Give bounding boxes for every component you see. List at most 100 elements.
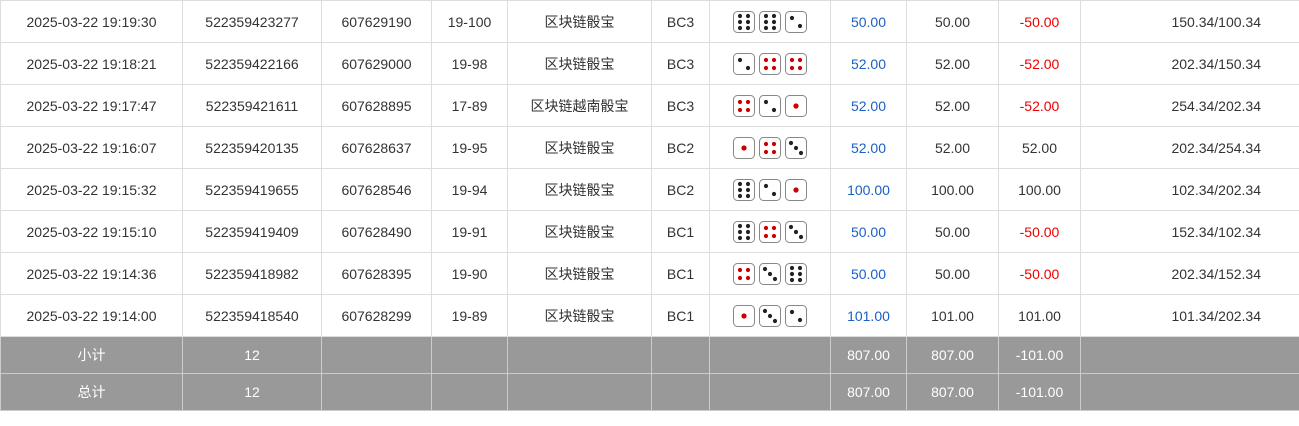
win-loss: -52.00	[998, 42, 1081, 85]
footer-label: 总计	[0, 373, 183, 411]
die	[733, 262, 755, 285]
pip	[745, 13, 751, 18]
empty-cell	[431, 336, 508, 374]
die	[785, 178, 807, 201]
pip	[789, 65, 795, 70]
table-code: BC2	[651, 126, 710, 169]
pip	[789, 277, 795, 282]
round-id: 607628490	[321, 210, 432, 253]
pip	[763, 233, 769, 238]
table-row: 2025-03-22 19:16:07 522359420135 607628637…	[0, 126, 1299, 169]
pip	[737, 229, 743, 234]
empty-cell	[1080, 336, 1299, 374]
footer-count: 12	[182, 373, 322, 411]
die	[759, 136, 781, 159]
die-face	[733, 94, 755, 117]
footer-row: 小计 12 807.00 807.00 -101.00	[0, 336, 1299, 374]
pip	[745, 235, 751, 240]
balance: 102.34/202.34	[1080, 168, 1299, 211]
die	[759, 178, 781, 201]
empty-cell	[507, 373, 652, 411]
game: 区块链越南骰宝	[507, 84, 652, 127]
pip	[763, 57, 769, 62]
order-id: 522359423277	[182, 0, 322, 43]
pip	[771, 225, 777, 230]
dice	[709, 42, 831, 85]
game: 区块链骰宝	[507, 252, 652, 295]
bet: 52.00	[830, 126, 907, 169]
bet: 50.00	[830, 210, 907, 253]
period: 19-94	[431, 168, 508, 211]
die	[759, 304, 781, 327]
pip	[763, 141, 769, 146]
pip	[745, 99, 751, 104]
pip	[793, 186, 799, 193]
balance: 202.34/150.34	[1080, 42, 1299, 85]
win-loss: -50.00	[998, 210, 1081, 253]
table-row: 2025-03-22 19:15:10 522359419409 607628490…	[0, 210, 1299, 253]
pip	[763, 149, 769, 154]
round-id: 607628546	[321, 168, 432, 211]
bet: 100.00	[830, 168, 907, 211]
pip	[745, 65, 751, 70]
period: 19-98	[431, 42, 508, 85]
valid-bet: 50.00	[906, 252, 999, 295]
die-face	[759, 52, 781, 75]
pip	[745, 229, 751, 234]
time: 2025-03-22 19:14:00	[0, 294, 183, 337]
pip	[797, 65, 803, 70]
order-id: 522359419409	[182, 210, 322, 253]
period: 19-90	[431, 252, 508, 295]
empty-cell	[651, 373, 710, 411]
pip	[789, 271, 795, 276]
empty-cell	[651, 336, 710, 374]
period: 19-100	[431, 0, 508, 43]
dice	[709, 0, 831, 43]
die	[785, 94, 807, 117]
dice	[709, 294, 831, 337]
pip	[793, 102, 799, 109]
pip	[771, 65, 777, 70]
pip	[771, 191, 777, 196]
order-id: 522359419655	[182, 168, 322, 211]
table-code: BC1	[651, 210, 710, 253]
empty-cell	[321, 336, 432, 374]
time: 2025-03-22 19:18:21	[0, 42, 183, 85]
valid-bet: 101.00	[906, 294, 999, 337]
empty-cell	[321, 373, 432, 411]
pip	[771, 57, 777, 62]
table-row: 2025-03-22 19:18:21 522359422166 607629000…	[0, 42, 1299, 85]
footer-label: 小计	[0, 336, 183, 374]
pip	[737, 19, 743, 24]
empty-cell	[507, 336, 652, 374]
bet: 52.00	[830, 42, 907, 85]
balance: 254.34/202.34	[1080, 84, 1299, 127]
dice	[709, 126, 831, 169]
round-id: 607628395	[321, 252, 432, 295]
pip	[771, 13, 777, 18]
die	[785, 10, 807, 33]
pip	[771, 149, 777, 154]
pip	[771, 107, 777, 112]
die	[759, 220, 781, 243]
pip	[763, 99, 769, 104]
time: 2025-03-22 19:17:47	[0, 84, 183, 127]
die-face	[759, 136, 781, 159]
win-loss: -52.00	[998, 84, 1081, 127]
pip	[789, 309, 795, 314]
pip	[737, 235, 743, 240]
pip	[789, 15, 795, 20]
pip	[737, 275, 743, 280]
time: 2025-03-22 19:15:32	[0, 168, 183, 211]
pip	[737, 99, 743, 104]
pip	[737, 25, 743, 30]
period: 17-89	[431, 84, 508, 127]
order-id: 522359420135	[182, 126, 322, 169]
table-code: BC3	[651, 42, 710, 85]
order-id: 522359421611	[182, 84, 322, 127]
table-row: 2025-03-22 19:14:36 522359418982 607628395…	[0, 252, 1299, 295]
die-face	[759, 10, 781, 33]
win-loss: 100.00	[998, 168, 1081, 211]
order-id: 522359418540	[182, 294, 322, 337]
